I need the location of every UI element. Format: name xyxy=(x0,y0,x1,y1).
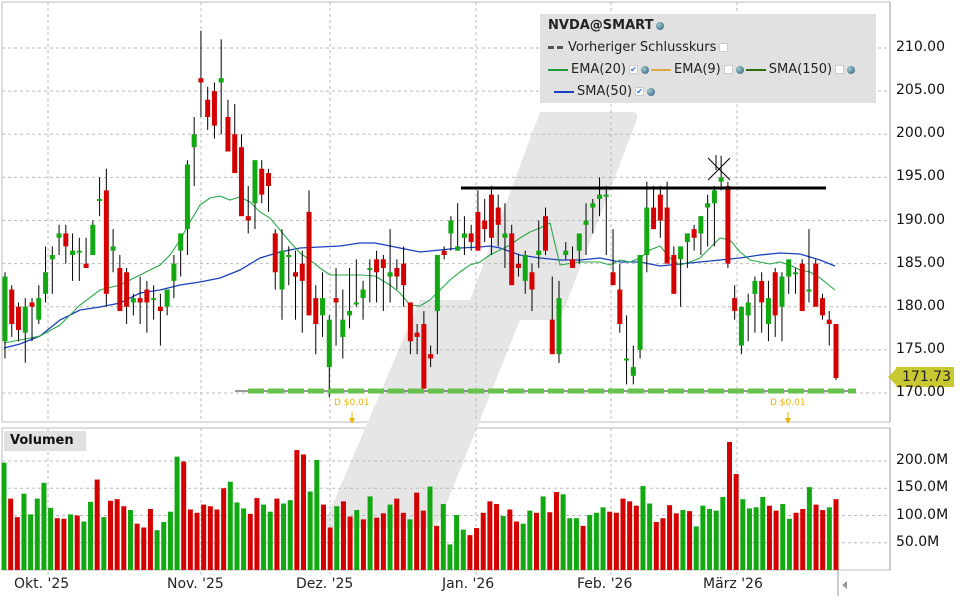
globe-icon[interactable] xyxy=(647,87,656,96)
scroll-left-icon[interactable] xyxy=(842,581,847,589)
candlesticks xyxy=(2,30,839,398)
volume-tick-label: 50.0M xyxy=(896,533,940,550)
price-tick-label: 170.00 xyxy=(896,384,945,400)
legend-item-prev-close: Vorheriger Schlusskurs xyxy=(548,40,729,55)
price-tick-label: 185.00 xyxy=(896,254,945,271)
globe-icon[interactable] xyxy=(735,65,744,74)
indicator-lines xyxy=(3,195,836,349)
price-tick-label: 210.00 xyxy=(896,39,945,55)
time-tick-label: Dez. '25 xyxy=(296,576,354,592)
legend-row-indicators: EMA(20) ✔ EMA(9) SMA(150) xyxy=(548,62,856,77)
sma50-swatch-icon xyxy=(554,90,574,93)
chart-legend: NVDA@SMART Vorheriger Schlusskurs EMA(20… xyxy=(540,14,876,103)
dashed-line-icon xyxy=(548,46,565,49)
globe-icon[interactable] xyxy=(641,65,650,74)
time-tick-label: Feb. '26 xyxy=(577,576,633,592)
dividend-arrow-icon xyxy=(349,418,355,424)
time-tick-label: März '26 xyxy=(703,576,763,592)
checkbox-sma150[interactable] xyxy=(835,65,845,74)
annotations xyxy=(235,155,856,424)
volume-tick-label: 200.0M xyxy=(896,452,949,468)
legend-item-sma50: SMA(50) ✔ xyxy=(554,84,656,99)
checkbox-sma50[interactable]: ✔ xyxy=(635,87,645,96)
time-tick-label: Jan. '26 xyxy=(442,576,495,592)
dividend-label[interactable]: D $0.01 xyxy=(770,398,806,408)
checkbox-ema20[interactable]: ✔ xyxy=(629,65,639,74)
volume-tick-label: 100.0M xyxy=(896,506,949,523)
dividend-arrow-icon xyxy=(785,418,791,424)
sma150-swatch-icon xyxy=(745,68,766,71)
volume-panel-label: Volumen xyxy=(4,431,86,451)
price-tick-label: 175.00 xyxy=(896,340,945,357)
ema9-swatch-icon xyxy=(651,68,672,71)
checkbox-ema9[interactable] xyxy=(723,65,733,74)
price-tick-label: 180.00 xyxy=(896,297,945,314)
checkbox-prev-close[interactable] xyxy=(719,43,729,52)
price-tick-label: 205.00 xyxy=(896,82,945,99)
price-tick-label: 190.00 xyxy=(896,211,945,228)
legend-symbol: NVDA@SMART xyxy=(548,18,665,33)
volume-tick-label: 150.0M xyxy=(896,479,949,496)
volume-bars xyxy=(1,441,839,570)
last-price-tag: 171.73 xyxy=(888,367,954,387)
watermark-logo-icon xyxy=(324,112,638,528)
time-tick-label: Okt. '25 xyxy=(14,576,70,592)
price-tick-label: 200.00 xyxy=(896,125,945,142)
dividend-label[interactable]: D $0.01 xyxy=(334,398,370,408)
price-tick-label: 195.00 xyxy=(896,168,945,185)
globe-icon[interactable] xyxy=(847,65,856,74)
time-tick-label: Nov. '25 xyxy=(167,576,224,592)
ema20-swatch-icon xyxy=(548,68,568,71)
globe-icon[interactable] xyxy=(656,21,665,30)
